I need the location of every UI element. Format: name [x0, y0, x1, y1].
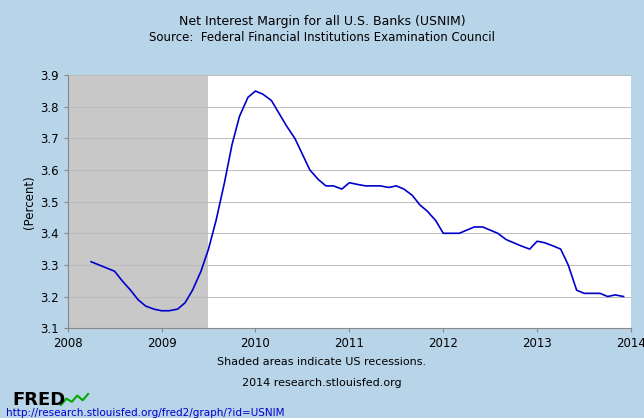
Text: FRED: FRED [12, 391, 66, 409]
Text: Shaded areas indicate US recessions.: Shaded areas indicate US recessions. [218, 357, 426, 367]
Y-axis label: (Percent): (Percent) [23, 175, 36, 229]
Bar [68, 75, 209, 328]
Text: 2014 research.stlouisfed.org: 2014 research.stlouisfed.org [242, 378, 402, 388]
Text: http://research.stlouisfed.org/fred2/graph/?id=USNIM: http://research.stlouisfed.org/fred2/gra… [6, 408, 285, 418]
Text: Source:  Federal Financial Institutions Examination Council: Source: Federal Financial Institutions E… [149, 31, 495, 44]
Text: Net Interest Margin for all U.S. Banks (USNIM): Net Interest Margin for all U.S. Banks (… [178, 15, 466, 28]
